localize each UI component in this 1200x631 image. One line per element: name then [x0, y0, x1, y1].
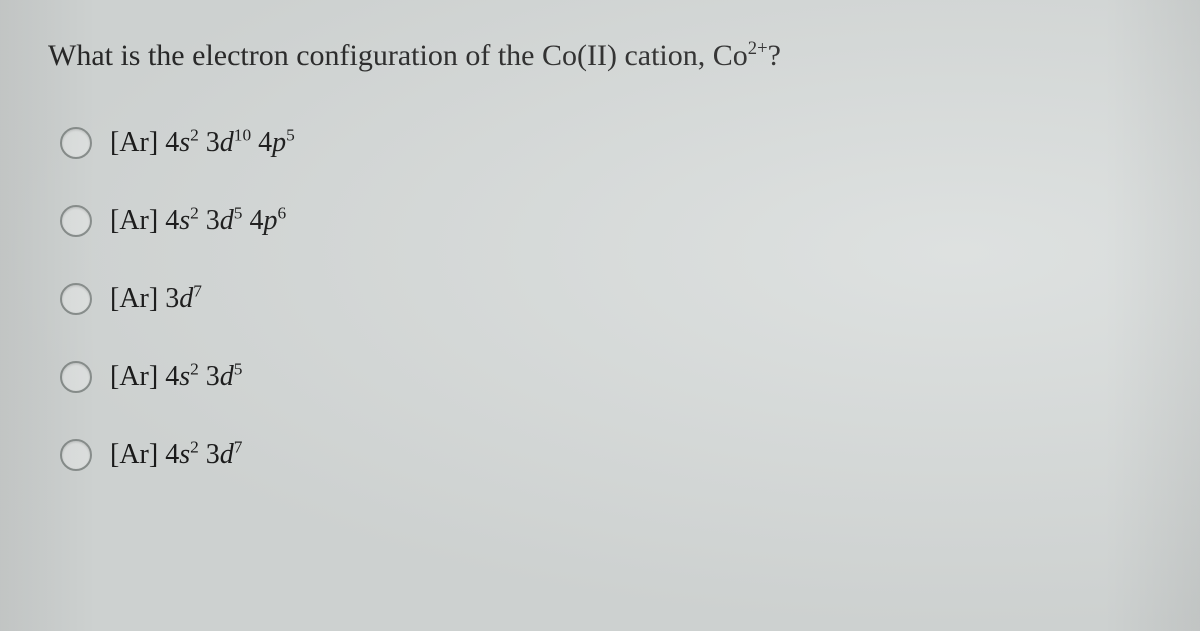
- option-text: [Ar] 4s2 3d5: [110, 361, 242, 393]
- option-core: [Ar]: [110, 283, 158, 314]
- radio-button[interactable]: [60, 439, 92, 471]
- option-term: 4p6: [249, 205, 286, 236]
- radio-button[interactable]: [60, 205, 92, 237]
- option-term: 3d10: [206, 127, 251, 158]
- option-row[interactable]: [Ar] 4s2 3d7: [60, 439, 1152, 471]
- option-term: 4p5: [258, 127, 295, 158]
- option-term: 4s2: [165, 439, 199, 470]
- question-suffix: ?: [768, 39, 781, 72]
- question-text: What is the electron configuration of th…: [48, 36, 1152, 77]
- option-term: 4s2: [165, 361, 199, 392]
- radio-button[interactable]: [60, 283, 92, 315]
- option-term: 3d5: [206, 361, 243, 392]
- option-text: [Ar] 4s2 3d7: [110, 439, 242, 471]
- question-prefix: What is the electron configuration of th…: [48, 39, 748, 72]
- question-container: What is the electron configuration of th…: [0, 0, 1200, 471]
- radio-button[interactable]: [60, 361, 92, 393]
- option-text: [Ar] 4s2 3d5 4p6: [110, 205, 286, 237]
- option-term: 4s2: [165, 205, 199, 236]
- option-term: 4s2: [165, 127, 199, 158]
- option-term: 3d7: [206, 439, 243, 470]
- option-core: [Ar]: [110, 205, 158, 236]
- option-core: [Ar]: [110, 361, 158, 392]
- option-text: [Ar] 4s2 3d10 4p5: [110, 127, 295, 159]
- option-core: [Ar]: [110, 439, 158, 470]
- options-list: [Ar] 4s2 3d10 4p5 [Ar] 4s2 3d5 4p6 [Ar] …: [48, 127, 1152, 471]
- option-row[interactable]: [Ar] 4s2 3d5 4p6: [60, 205, 1152, 237]
- option-core: [Ar]: [110, 127, 158, 158]
- option-row[interactable]: [Ar] 4s2 3d5: [60, 361, 1152, 393]
- option-row[interactable]: [Ar] 4s2 3d10 4p5: [60, 127, 1152, 159]
- option-row[interactable]: [Ar] 3d7: [60, 283, 1152, 315]
- option-text: [Ar] 3d7: [110, 283, 202, 315]
- option-term: 3d7: [165, 283, 202, 314]
- radio-button[interactable]: [60, 127, 92, 159]
- question-sup: 2+: [748, 38, 768, 59]
- option-term: 3d5: [206, 205, 243, 236]
